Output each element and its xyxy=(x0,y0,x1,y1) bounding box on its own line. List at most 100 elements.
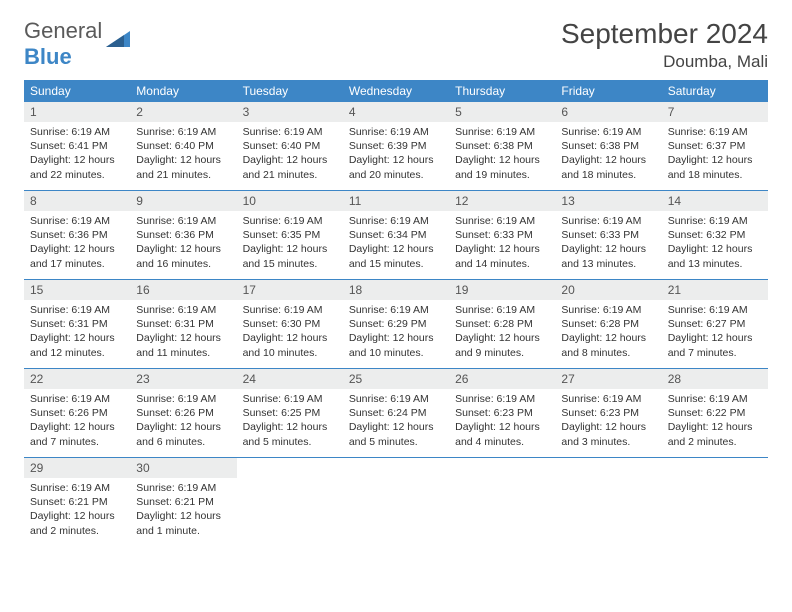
sunset-text: Sunset: 6:40 PM xyxy=(136,139,230,153)
day-number: 21 xyxy=(662,280,768,300)
day-number: 26 xyxy=(449,369,555,389)
weekday-header: Tuesday xyxy=(237,80,343,102)
day-details: Sunrise: 6:19 AMSunset: 6:40 PMDaylight:… xyxy=(237,122,343,188)
sunrise-text: Sunrise: 6:19 AM xyxy=(455,392,549,406)
day-number: 19 xyxy=(449,280,555,300)
day-details: Sunrise: 6:19 AMSunset: 6:33 PMDaylight:… xyxy=(555,211,661,277)
day-number: 7 xyxy=(662,102,768,122)
day-cell: 21Sunrise: 6:19 AMSunset: 6:27 PMDayligh… xyxy=(662,280,768,368)
title-block: September 2024 Doumba, Mali xyxy=(561,18,768,72)
day-number: 16 xyxy=(130,280,236,300)
day-details: Sunrise: 6:19 AMSunset: 6:37 PMDaylight:… xyxy=(662,122,768,188)
daylight-text-1: Daylight: 12 hours xyxy=(455,153,549,167)
day-cell xyxy=(555,458,661,546)
day-number: 2 xyxy=(130,102,236,122)
daylight-text-2: and 16 minutes. xyxy=(136,257,230,271)
day-cell: 17Sunrise: 6:19 AMSunset: 6:30 PMDayligh… xyxy=(237,280,343,368)
sunrise-text: Sunrise: 6:19 AM xyxy=(561,214,655,228)
daylight-text-1: Daylight: 12 hours xyxy=(455,242,549,256)
day-cell: 1Sunrise: 6:19 AMSunset: 6:41 PMDaylight… xyxy=(24,102,130,190)
sunrise-text: Sunrise: 6:19 AM xyxy=(455,303,549,317)
daylight-text-2: and 5 minutes. xyxy=(243,435,337,449)
day-details: Sunrise: 6:19 AMSunset: 6:36 PMDaylight:… xyxy=(130,211,236,277)
sunrise-text: Sunrise: 6:19 AM xyxy=(349,392,443,406)
sunset-text: Sunset: 6:38 PM xyxy=(455,139,549,153)
day-number: 11 xyxy=(343,191,449,211)
day-cell: 14Sunrise: 6:19 AMSunset: 6:32 PMDayligh… xyxy=(662,191,768,279)
day-cell: 7Sunrise: 6:19 AMSunset: 6:37 PMDaylight… xyxy=(662,102,768,190)
day-cell: 22Sunrise: 6:19 AMSunset: 6:26 PMDayligh… xyxy=(24,369,130,457)
day-cell: 26 Sunrise: 6:19 AMSunset: 6:23 PMDayligh… xyxy=(449,369,555,457)
daylight-text-1: Daylight: 12 hours xyxy=(30,242,124,256)
sunset-text: Sunset: 6:39 PM xyxy=(349,139,443,153)
sunrise-text: Sunrise: 6:19 AM xyxy=(136,481,230,495)
daylight-text-2: and 2 minutes. xyxy=(668,435,762,449)
sunset-text: Sunset: 6:21 PM xyxy=(136,495,230,509)
day-cell: 6Sunrise: 6:19 AMSunset: 6:38 PMDaylight… xyxy=(555,102,661,190)
weekday-header: Wednesday xyxy=(343,80,449,102)
daylight-text-2: and 7 minutes. xyxy=(668,346,762,360)
day-cell xyxy=(662,458,768,546)
sunset-text: Sunset: 6:36 PM xyxy=(136,228,230,242)
day-number: 1 xyxy=(24,102,130,122)
day-cell: 29Sunrise: 6:19 AMSunset: 6:21 PMDayligh… xyxy=(24,458,130,546)
sunset-text: Sunset: 6:33 PM xyxy=(561,228,655,242)
day-details: Sunrise: 6:19 AMSunset: 6:22 PMDaylight:… xyxy=(662,389,768,455)
day-cell: 19Sunrise: 6:19 AMSunset: 6:28 PMDayligh… xyxy=(449,280,555,368)
sunrise-text: Sunrise: 6:19 AM xyxy=(30,481,124,495)
sunset-text: Sunset: 6:24 PM xyxy=(349,406,443,420)
daylight-text-2: and 18 minutes. xyxy=(561,168,655,182)
day-number: 10 xyxy=(237,191,343,211)
sunrise-text: Sunrise: 6:19 AM xyxy=(561,303,655,317)
day-cell: 30Sunrise: 6:19 AMSunset: 6:21 PMDayligh… xyxy=(130,458,236,546)
sunset-text: Sunset: 6:34 PM xyxy=(349,228,443,242)
sunset-text: Sunset: 6:23 PM xyxy=(455,406,549,420)
daylight-text-1: Daylight: 12 hours xyxy=(136,420,230,434)
day-cell: 27Sunrise: 6:19 AMSunset: 6:23 PMDayligh… xyxy=(555,369,661,457)
day-details: Sunrise: 6:19 AMSunset: 6:34 PMDaylight:… xyxy=(343,211,449,277)
sunrise-text: Sunrise: 6:19 AM xyxy=(561,125,655,139)
daylight-text-1: Daylight: 12 hours xyxy=(455,331,549,345)
day-number: 5 xyxy=(449,102,555,122)
day-details: Sunrise: 6:19 AMSunset: 6:38 PMDaylight:… xyxy=(555,122,661,188)
sunrise-text: Sunrise: 6:19 AM xyxy=(668,392,762,406)
daylight-text-2: and 10 minutes. xyxy=(349,346,443,360)
daylight-text-2: and 1 minute. xyxy=(136,524,230,538)
daylight-text-2: and 11 minutes. xyxy=(136,346,230,360)
weekday-header: Monday xyxy=(130,80,236,102)
daylight-text-1: Daylight: 12 hours xyxy=(668,242,762,256)
daylight-text-1: Daylight: 12 hours xyxy=(30,331,124,345)
day-details: Sunrise: 6:19 AMSunset: 6:25 PMDaylight:… xyxy=(237,389,343,455)
sunrise-text: Sunrise: 6:19 AM xyxy=(243,125,337,139)
day-cell: 11Sunrise: 6:19 AMSunset: 6:34 PMDayligh… xyxy=(343,191,449,279)
sunset-text: Sunset: 6:22 PM xyxy=(668,406,762,420)
daylight-text-1: Daylight: 12 hours xyxy=(30,420,124,434)
daylight-text-1: Daylight: 12 hours xyxy=(561,153,655,167)
day-details: Sunrise: 6:19 AMSunset: 6:31 PMDaylight:… xyxy=(130,300,236,366)
sunset-text: Sunset: 6:29 PM xyxy=(349,317,443,331)
day-number: 22 xyxy=(24,369,130,389)
daylight-text-1: Daylight: 12 hours xyxy=(243,153,337,167)
day-cell: 12Sunrise: 6:19 AMSunset: 6:33 PMDayligh… xyxy=(449,191,555,279)
week-row: 1 Sunrise: 6:19 AM Sunset: 6:41 PM Daylight… xyxy=(24,102,768,191)
sunset-text: Sunset: 6:41 PM xyxy=(30,139,124,153)
day-number: 18 xyxy=(343,280,449,300)
daylight-text-1: Daylight: 12 hours xyxy=(30,509,124,523)
day-number: 28 xyxy=(662,369,768,389)
month-title: September 2024 xyxy=(561,18,768,50)
day-number: 3 xyxy=(237,102,343,122)
daylight-text-2: and 15 minutes. xyxy=(243,257,337,271)
weekday-header-row: SundayMondayTuesdayWednesdayThursdayFrid… xyxy=(24,80,768,102)
daylight-text-2: and 20 minutes. xyxy=(349,168,443,182)
daylight-text-1: Daylight: 12 hours xyxy=(668,153,762,167)
sunset-text: Sunset: 6:31 PM xyxy=(30,317,124,331)
sunrise-text: Sunrise: 6:19 AM xyxy=(243,214,337,228)
daylight-text-1: Daylight: 12 hours xyxy=(243,420,337,434)
day-number: 30 xyxy=(130,458,236,478)
day-details: Sunrise: 6:19 AMSunset: 6:27 PMDaylight:… xyxy=(662,300,768,366)
day-number: 27 xyxy=(555,369,661,389)
daylight-text-1: Daylight: 12 hours xyxy=(455,420,549,434)
day-cell: 3Sunrise: 6:19 AMSunset: 6:40 PMDaylight… xyxy=(237,102,343,190)
sunset-text: Sunset: 6:21 PM xyxy=(30,495,124,509)
daylight-text-1: Daylight: 12 hours xyxy=(561,331,655,345)
